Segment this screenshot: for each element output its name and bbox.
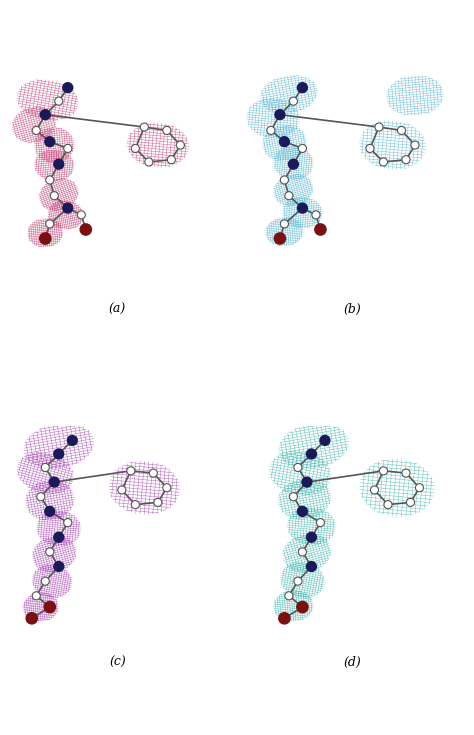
Circle shape [80, 224, 91, 235]
Circle shape [145, 158, 153, 166]
Circle shape [40, 233, 51, 244]
Circle shape [40, 110, 50, 120]
Circle shape [32, 592, 40, 600]
Circle shape [32, 126, 40, 135]
Circle shape [54, 532, 64, 542]
Circle shape [379, 158, 388, 166]
Text: (a): (a) [109, 303, 126, 315]
Circle shape [163, 126, 171, 135]
Circle shape [315, 224, 326, 235]
Circle shape [54, 449, 64, 459]
Circle shape [149, 469, 157, 477]
Text: (b): (b) [343, 303, 361, 315]
Circle shape [285, 192, 293, 200]
Circle shape [45, 506, 55, 516]
Circle shape [77, 211, 85, 219]
Circle shape [50, 192, 58, 200]
Circle shape [274, 233, 285, 244]
Circle shape [298, 144, 307, 152]
Circle shape [64, 144, 72, 152]
Circle shape [297, 601, 308, 613]
Circle shape [46, 176, 54, 184]
Circle shape [176, 141, 184, 149]
Text: (c): (c) [109, 656, 126, 668]
Circle shape [370, 486, 379, 494]
Circle shape [307, 562, 316, 572]
Circle shape [402, 469, 410, 477]
Circle shape [127, 467, 135, 475]
Circle shape [54, 159, 64, 169]
Circle shape [63, 203, 73, 213]
Circle shape [406, 498, 415, 506]
Circle shape [41, 463, 49, 472]
Circle shape [298, 548, 307, 556]
Circle shape [275, 110, 285, 120]
Circle shape [63, 83, 73, 93]
Circle shape [267, 126, 275, 135]
Circle shape [298, 203, 307, 213]
Circle shape [46, 548, 54, 556]
Circle shape [298, 83, 307, 93]
Circle shape [415, 484, 424, 492]
Circle shape [140, 123, 148, 131]
Circle shape [64, 519, 72, 527]
Circle shape [289, 159, 298, 169]
Circle shape [154, 498, 162, 506]
Circle shape [320, 436, 330, 445]
Circle shape [285, 592, 293, 600]
Circle shape [384, 501, 392, 509]
Circle shape [45, 137, 55, 147]
Circle shape [379, 467, 388, 475]
Circle shape [411, 141, 419, 149]
Circle shape [41, 577, 49, 585]
Circle shape [375, 123, 383, 131]
Circle shape [312, 211, 320, 219]
Circle shape [402, 156, 410, 164]
Circle shape [55, 97, 63, 105]
Text: (d): (d) [343, 656, 361, 668]
Circle shape [366, 144, 374, 152]
Circle shape [67, 436, 77, 445]
Circle shape [289, 492, 298, 501]
Circle shape [49, 477, 59, 487]
Circle shape [294, 577, 302, 585]
Circle shape [307, 449, 316, 459]
Circle shape [280, 176, 289, 184]
Circle shape [298, 506, 307, 516]
Circle shape [44, 601, 55, 613]
Circle shape [316, 519, 325, 527]
Circle shape [167, 156, 175, 164]
Circle shape [294, 463, 302, 472]
Circle shape [131, 144, 139, 152]
Circle shape [131, 501, 139, 509]
Circle shape [46, 220, 54, 228]
Circle shape [118, 486, 126, 494]
Circle shape [54, 562, 64, 572]
Circle shape [36, 492, 45, 501]
Circle shape [26, 613, 37, 624]
Circle shape [289, 97, 298, 105]
Circle shape [397, 126, 406, 135]
Circle shape [163, 484, 171, 492]
Circle shape [279, 613, 290, 624]
Circle shape [307, 532, 316, 542]
Circle shape [302, 477, 312, 487]
Circle shape [280, 220, 289, 228]
Circle shape [280, 137, 289, 147]
